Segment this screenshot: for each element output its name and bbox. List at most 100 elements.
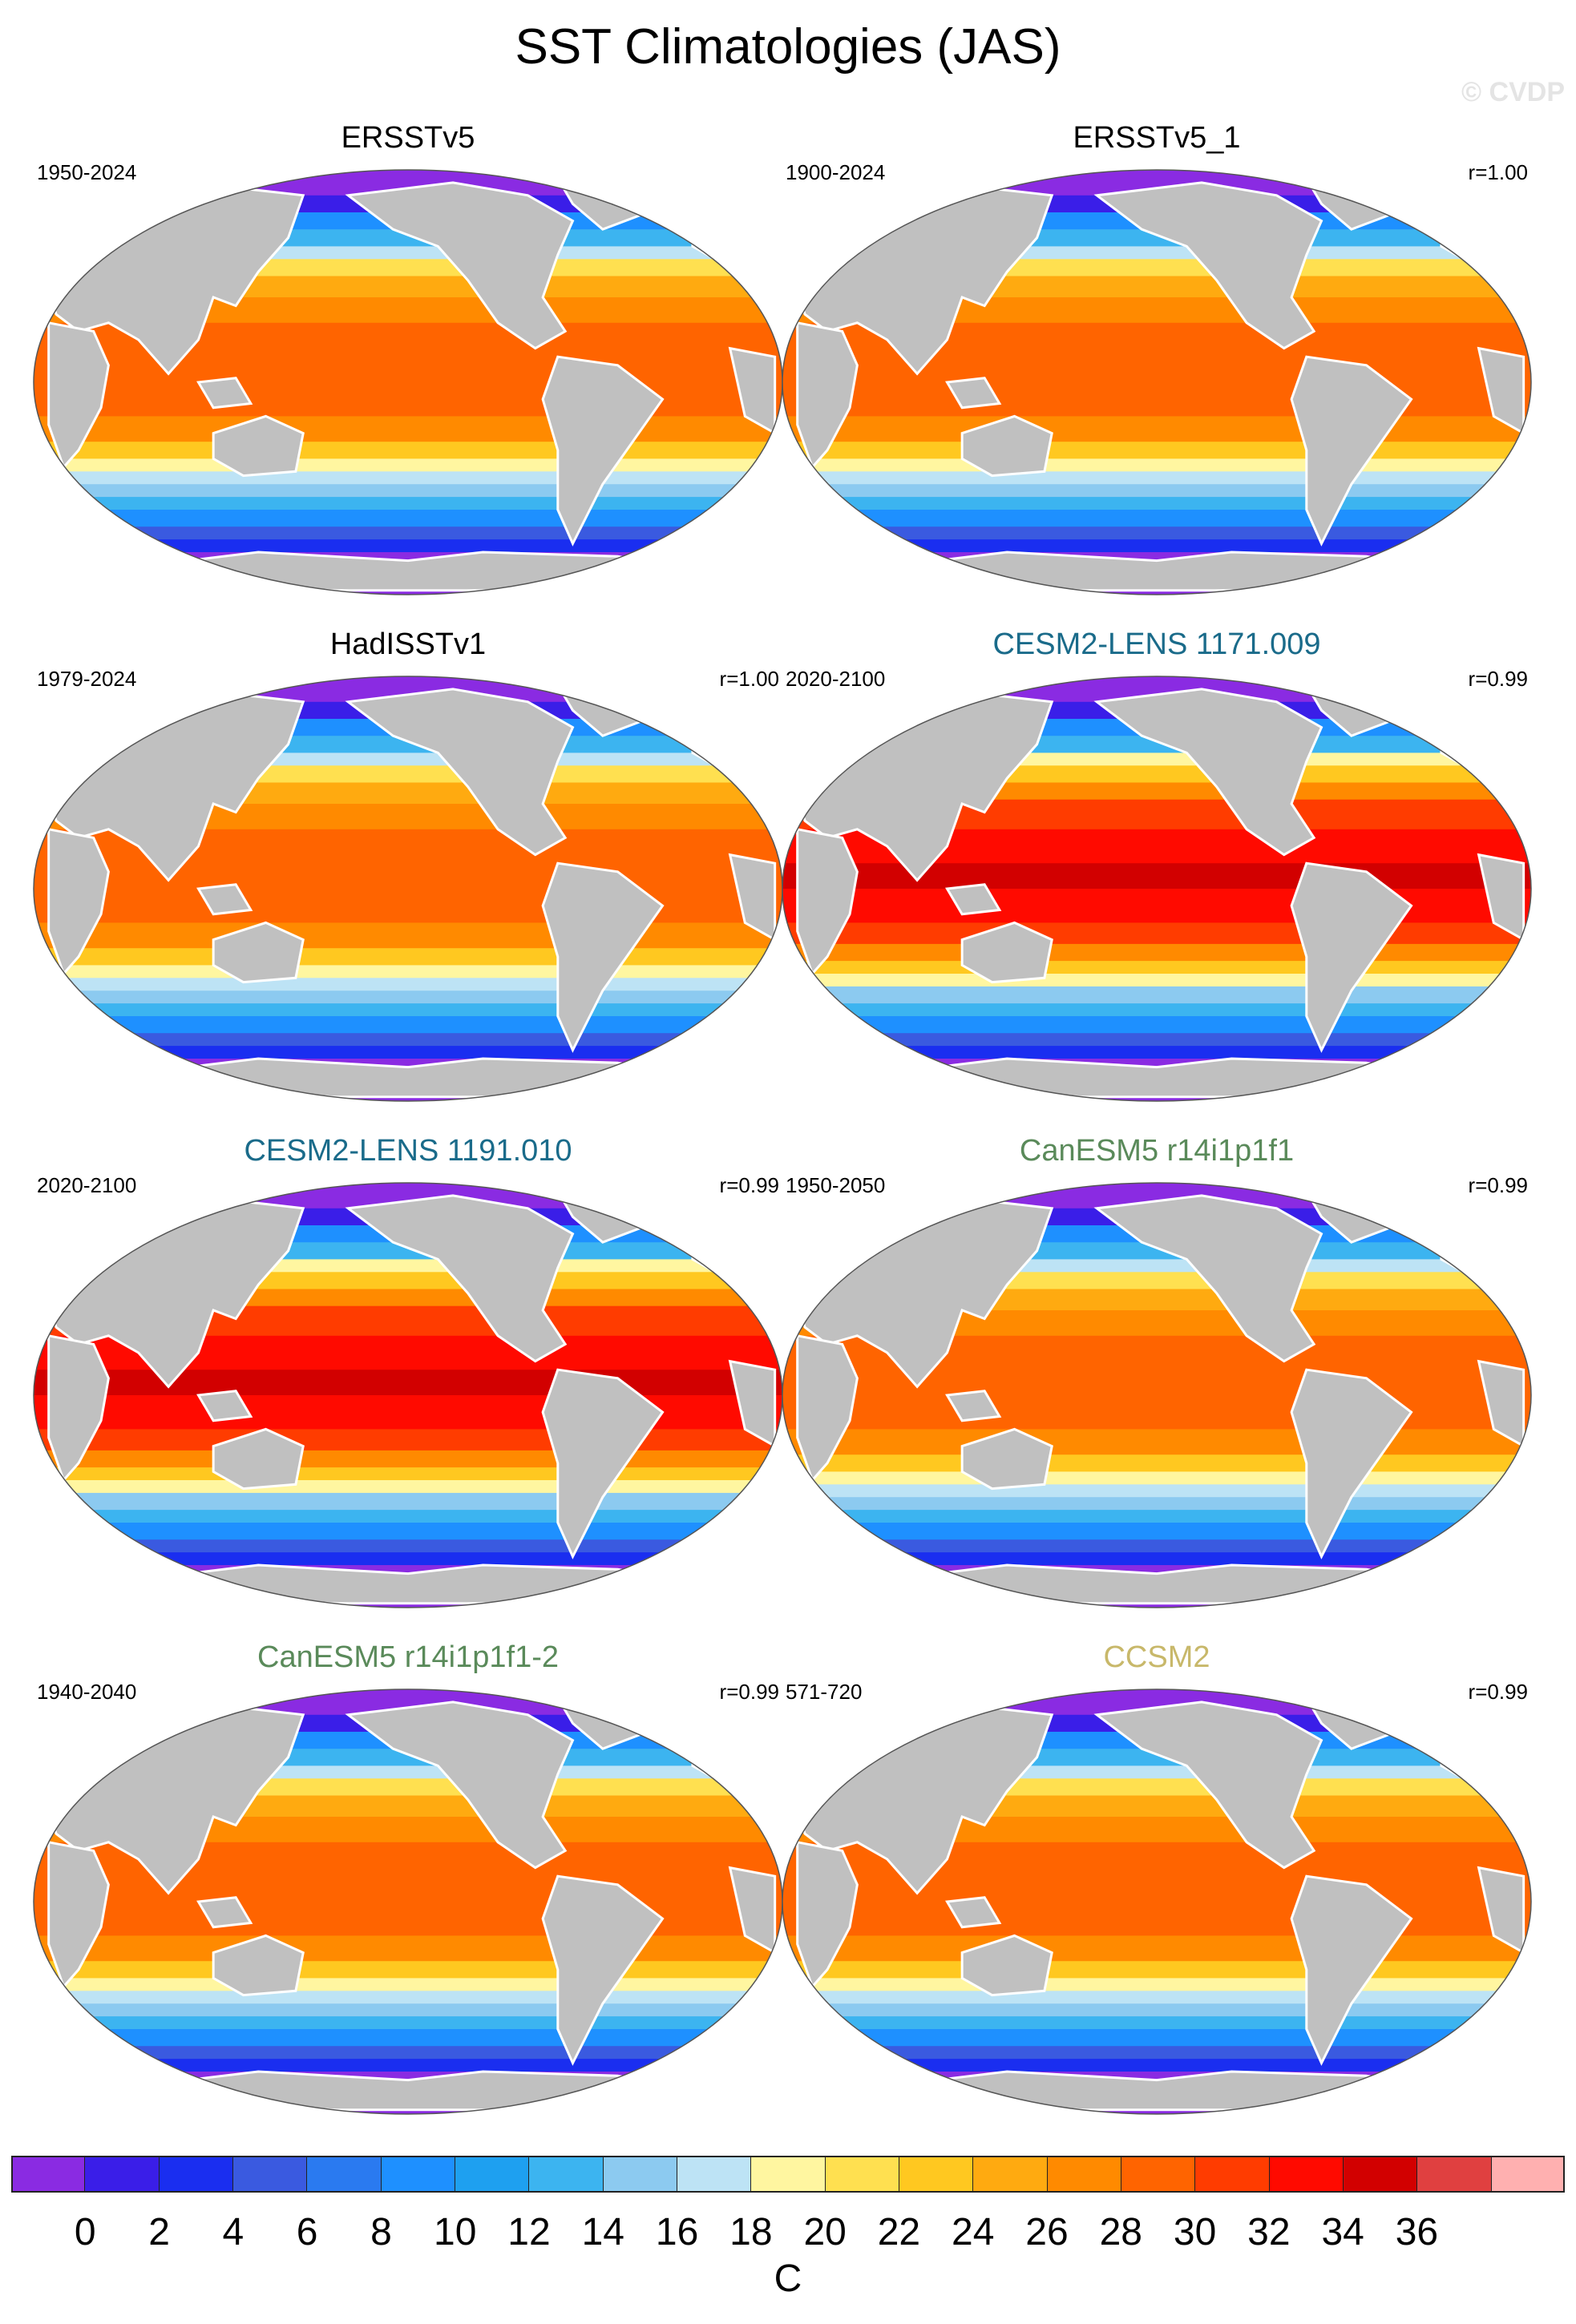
land-mass — [152, 551, 693, 592]
sst-map — [33, 1689, 783, 2115]
map-panel: CESM2-LENS 1171.009 2020-2100 r=0.99 — [778, 627, 1536, 1108]
land-mass — [901, 1057, 1442, 1099]
temperature-band — [34, 1429, 782, 1451]
colorbar-segment — [677, 2156, 752, 2193]
colorbar-segment — [603, 2156, 677, 2193]
panel-title: ERSSTv5_1 — [1073, 121, 1241, 155]
land-mass — [541, 861, 665, 1053]
temperature-band — [782, 1497, 1531, 1511]
land-mass — [1093, 1194, 1323, 1363]
land-mass — [945, 883, 1002, 916]
temperature-band — [782, 539, 1531, 553]
colorbar-segment — [529, 2156, 604, 2193]
colorbar-segment — [751, 2156, 826, 2193]
colorbar-tick-label: 2 — [148, 2211, 170, 2253]
map-outline — [782, 1689, 1532, 2115]
colorbar-tick-label: 12 — [507, 2211, 551, 2253]
temperature-band — [782, 484, 1531, 498]
colorbar-segment — [85, 2156, 160, 2193]
panel-correlation: r=0.99 — [1468, 1680, 1528, 1704]
temperature-band — [782, 1033, 1531, 1047]
temperature-band — [782, 2029, 1531, 2048]
temperature-band — [34, 484, 782, 498]
panel-correlation: r=0.99 — [719, 1173, 779, 1197]
land-mass — [196, 1896, 253, 1929]
colorbar-tick-label: 32 — [1247, 2211, 1291, 2253]
sst-field — [782, 170, 1531, 595]
temperature-band — [782, 1991, 1531, 2005]
temperature-band — [34, 1395, 782, 1430]
land-mass — [47, 321, 110, 470]
land-mass — [152, 1057, 693, 1099]
temperature-band — [782, 1429, 1531, 1456]
temperature-band — [34, 922, 782, 950]
land-mass — [345, 1701, 575, 1870]
temperature-band — [782, 510, 1531, 528]
temperature-band — [782, 863, 1531, 890]
colorbar-tick-label: 34 — [1321, 2211, 1364, 2253]
land-mass — [541, 355, 665, 547]
temperature-band — [34, 510, 782, 528]
temperature-band — [34, 1046, 782, 1059]
colorbar-unit: C — [774, 2257, 802, 2300]
colorbar-tick-label: 8 — [370, 2211, 392, 2253]
temperature-band — [782, 1455, 1531, 1473]
land-mass — [796, 1333, 859, 1483]
temperature-band — [782, 442, 1531, 460]
land-mass — [1290, 1874, 1413, 2066]
temperature-band — [34, 965, 782, 979]
sst-map — [33, 676, 783, 1102]
temperature-band — [34, 1480, 782, 1494]
temperature-band — [782, 1016, 1531, 1035]
temperature-band — [782, 1552, 1531, 1566]
colorbar-tick-label: 30 — [1173, 2211, 1217, 2253]
temperature-band — [34, 1523, 782, 1541]
sst-field — [34, 170, 782, 595]
temperature-band — [34, 2003, 782, 2018]
colorbar-segment — [455, 2156, 530, 2193]
land-mass — [212, 921, 305, 984]
land-mass — [796, 827, 859, 976]
colorbar-segment — [1195, 2156, 1270, 2193]
temperature-band — [34, 527, 782, 541]
temperature-band — [34, 1492, 782, 1511]
sst-map — [782, 1182, 1532, 1608]
panel-period: 571-720 — [786, 1680, 863, 1704]
colorbar-segment — [1343, 2156, 1418, 2193]
temperature-band — [34, 978, 782, 992]
colorbar-segment — [899, 2156, 974, 2193]
temperature-band — [782, 889, 1531, 924]
temperature-band — [782, 497, 1531, 510]
temperature-band — [34, 2046, 782, 2060]
temperature-band — [782, 1523, 1531, 1541]
panel-period: 1950-2050 — [786, 1173, 886, 1197]
panel-title: ERSSTv5 — [341, 121, 475, 155]
colorbar-tick-label: 10 — [434, 2211, 477, 2253]
land-mass — [196, 883, 253, 916]
temperature-band — [34, 2016, 782, 2030]
colorbar-segment — [1121, 2156, 1196, 2193]
panel-correlation: r=1.00 — [1468, 160, 1528, 184]
temperature-band — [782, 2003, 1531, 2018]
temperature-band — [34, 416, 782, 443]
temperature-band — [782, 1046, 1531, 1059]
temperature-band — [782, 986, 1531, 1005]
temperature-band — [782, 961, 1531, 974]
temperature-band — [782, 2046, 1531, 2060]
temperature-band — [34, 1370, 782, 1396]
map-panel: CanESM5 r14i1p1f1-2 1940-2040 r=0.99 — [29, 1640, 787, 2120]
map-panel: CanESM5 r14i1p1f1 1950-2050 r=0.99 — [778, 1133, 1536, 1614]
temperature-band — [782, 1003, 1531, 1017]
land-mass — [1290, 355, 1413, 547]
panel-title: CCSM2 — [1103, 1640, 1210, 1674]
colorbar-tick-label: 24 — [952, 2211, 995, 2253]
temperature-band — [34, 1467, 782, 1481]
sst-map — [33, 1182, 783, 1608]
panel-title: HadISSTv1 — [329, 627, 487, 661]
panel-period: 1940-2040 — [37, 1680, 137, 1704]
map-outline — [782, 676, 1532, 1102]
land-mass — [945, 1390, 1002, 1422]
land-mass — [960, 1427, 1053, 1491]
land-mass — [1093, 1701, 1323, 1870]
panel-title: CESM2-LENS 1191.010 — [244, 1134, 572, 1168]
